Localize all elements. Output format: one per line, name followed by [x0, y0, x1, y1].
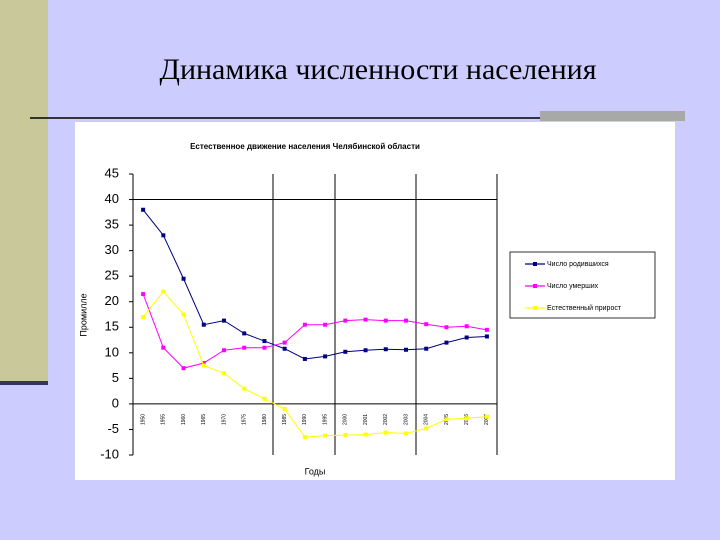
- point: [201, 361, 206, 366]
- x-tick-label: 2000: [343, 414, 349, 425]
- point: [444, 417, 449, 422]
- point: [323, 433, 328, 438]
- y-tick-label: 30: [105, 242, 119, 257]
- x-axis-label: Годы: [305, 466, 326, 476]
- point: [302, 435, 307, 440]
- x-tick-label: 2003: [403, 414, 409, 425]
- point: [383, 318, 388, 323]
- side-bar: [0, 0, 48, 383]
- point: [262, 396, 267, 401]
- point: [282, 407, 287, 412]
- legend-label: Число умерших: [547, 283, 599, 290]
- point: [222, 348, 226, 353]
- point: [242, 386, 247, 391]
- point: [262, 339, 267, 344]
- point: [242, 331, 247, 336]
- x-tick-label: 2002: [383, 414, 389, 425]
- series-line: [142, 293, 487, 369]
- point: [222, 371, 226, 376]
- legend-marker: [533, 262, 537, 266]
- point: [181, 312, 186, 317]
- y-tick-label: 0: [112, 395, 119, 410]
- point: [201, 322, 206, 327]
- point: [484, 334, 489, 339]
- point: [424, 426, 429, 431]
- y-tick-label: 15: [105, 319, 119, 334]
- x-tick-label: 1965: [201, 414, 207, 425]
- side-bar-edge: [0, 381, 48, 385]
- point: [444, 325, 449, 330]
- point: [383, 430, 388, 435]
- point: [302, 322, 307, 327]
- point: [404, 347, 408, 352]
- y-tick-label: 40: [105, 191, 119, 206]
- legend-label: Естественный прирост: [547, 304, 622, 312]
- point: [464, 335, 469, 340]
- slide-title: Динамика численности населения: [159, 53, 596, 86]
- x-tick-label: 1950: [140, 414, 146, 425]
- point: [141, 315, 146, 320]
- point: [161, 345, 166, 350]
- x-tick-label: 1960: [181, 414, 187, 425]
- point: [161, 289, 166, 294]
- point: [141, 207, 146, 212]
- point: [282, 346, 287, 351]
- y-tick-label: 20: [105, 293, 119, 308]
- point: [222, 318, 226, 323]
- x-tick-label: 2004: [424, 414, 430, 425]
- rule-block: [540, 111, 685, 121]
- point: [343, 433, 348, 438]
- legend-marker: [533, 284, 537, 288]
- y-axis-label: Промилле: [78, 293, 88, 336]
- point: [161, 233, 166, 238]
- x-tick-label: 1980: [262, 414, 268, 425]
- chart-title: Естественное движение населения Челябинс…: [190, 142, 420, 151]
- point: [383, 347, 388, 352]
- point: [404, 431, 408, 436]
- x-tick-label: 2007: [484, 414, 490, 425]
- point: [363, 432, 368, 437]
- point: [464, 324, 469, 329]
- point: [464, 416, 469, 421]
- point: [424, 346, 429, 351]
- y-tick-label: 45: [105, 165, 119, 180]
- y-tick-label: 25: [105, 268, 119, 283]
- y-tick-label: 35: [105, 217, 119, 232]
- x-tick-label: 1955: [161, 414, 167, 425]
- point: [141, 292, 146, 297]
- y-tick-label: 5: [112, 370, 119, 385]
- point: [404, 318, 408, 323]
- y-tick-label: -10: [100, 446, 119, 461]
- point: [484, 327, 489, 332]
- x-tick-label: 2001: [363, 414, 369, 425]
- x-tick-label: 1975: [242, 414, 248, 425]
- series-line: [142, 209, 487, 360]
- point: [363, 317, 368, 322]
- point: [282, 340, 287, 345]
- x-tick-label: 1995: [322, 414, 328, 425]
- point: [343, 318, 348, 323]
- y-tick-label: -5: [107, 421, 119, 436]
- point: [323, 354, 328, 359]
- x-tick-label: 1970: [221, 414, 227, 425]
- point: [363, 348, 368, 353]
- series-line: [142, 290, 487, 438]
- x-tick-label: 1990: [302, 414, 308, 425]
- point: [181, 366, 186, 371]
- point: [484, 414, 489, 419]
- point: [424, 322, 429, 327]
- legend-label: Число родившихся: [547, 261, 609, 268]
- y-tick-label: 10: [105, 344, 119, 359]
- point: [323, 322, 328, 327]
- point: [343, 349, 348, 354]
- point: [201, 363, 206, 368]
- point: [444, 340, 449, 345]
- x-tick-label: 1985: [282, 414, 288, 425]
- legend-marker: [533, 306, 537, 310]
- point: [302, 356, 307, 361]
- point: [242, 345, 247, 350]
- point: [262, 345, 267, 350]
- point: [181, 276, 186, 281]
